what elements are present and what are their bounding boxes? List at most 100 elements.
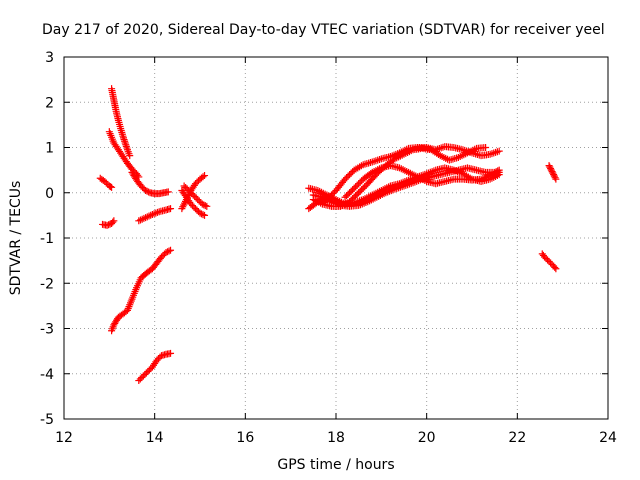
data-point	[352, 192, 360, 200]
data-point	[182, 183, 190, 191]
data-point	[145, 212, 153, 220]
data-point	[164, 248, 172, 256]
series-arc-2-short	[96, 174, 116, 191]
data-point	[350, 184, 358, 192]
data-point	[135, 377, 143, 385]
data-point	[347, 169, 355, 177]
data-point	[193, 178, 201, 186]
x-tick-label: 16	[236, 430, 254, 446]
data-point	[355, 189, 363, 197]
data-point	[353, 181, 361, 189]
data-point	[201, 202, 209, 210]
data-point	[187, 200, 195, 208]
x-tick-label: 12	[55, 430, 73, 446]
data-point	[199, 211, 207, 219]
data-point	[482, 144, 490, 151]
grid	[64, 57, 608, 419]
y-tick-label: 2	[45, 95, 54, 111]
data-point	[137, 216, 144, 224]
data-point	[150, 210, 158, 218]
data-point	[356, 187, 364, 195]
data-point	[547, 166, 555, 174]
data-point	[198, 200, 206, 208]
data-point	[200, 201, 208, 209]
data-point	[191, 180, 199, 188]
data-point	[344, 172, 352, 180]
x-tick-label: 14	[146, 430, 164, 446]
data-point	[147, 211, 155, 219]
data-point	[103, 221, 111, 229]
data-point	[194, 196, 202, 204]
data-point	[542, 255, 550, 263]
data-point	[101, 177, 109, 185]
data-point	[193, 206, 201, 214]
data-point	[165, 247, 173, 255]
data-point	[547, 165, 555, 173]
data-point	[139, 372, 147, 380]
data-point	[148, 210, 156, 218]
data-point	[190, 203, 198, 211]
data-point	[167, 205, 175, 213]
data-point	[343, 192, 351, 200]
data-point	[545, 162, 553, 170]
data-point	[102, 179, 110, 187]
data-point	[356, 178, 364, 186]
data-point	[106, 183, 114, 191]
data-point	[153, 356, 161, 364]
data-point	[359, 184, 367, 192]
data-point	[136, 375, 144, 383]
data-point	[140, 214, 148, 222]
data-point	[142, 186, 150, 194]
data-point	[547, 259, 555, 267]
data-point	[167, 246, 175, 254]
data-point	[201, 172, 209, 180]
data-point	[144, 367, 152, 375]
series-arc-15	[341, 162, 503, 201]
series-arc-9	[178, 172, 209, 213]
data-point	[185, 186, 193, 194]
data-point	[138, 215, 146, 223]
data-point	[159, 251, 167, 259]
data-point	[145, 188, 153, 196]
x-tick-label: 18	[327, 430, 345, 446]
series-arc-1-upper	[108, 85, 134, 160]
data-point	[167, 349, 175, 357]
series-arc-16	[545, 162, 560, 183]
series-arc-6-long	[108, 246, 175, 335]
series-arc-1-lower	[105, 128, 143, 181]
data-point	[137, 182, 145, 190]
data-point	[341, 193, 349, 201]
series-arc-12	[309, 144, 490, 210]
data-point	[341, 175, 349, 183]
data-point	[195, 197, 203, 205]
data-point	[141, 371, 149, 379]
series-arc-10	[180, 182, 211, 210]
data-point	[138, 374, 146, 382]
y-tick-label: -1	[40, 231, 54, 247]
data-point	[143, 187, 151, 195]
data-point	[551, 174, 559, 182]
data-point	[541, 253, 549, 261]
data-point	[199, 173, 207, 181]
data-point	[183, 185, 191, 193]
data-point	[142, 369, 150, 377]
y-tick-label: 0	[45, 186, 54, 202]
chart-title: Day 217 of 2020, Sidereal Day-to-day VTE…	[42, 22, 605, 38]
data-point	[139, 183, 147, 191]
series-arc-5	[135, 205, 175, 225]
data-point	[108, 183, 116, 191]
data-point	[347, 187, 355, 195]
data-point	[353, 190, 361, 198]
data-point	[544, 256, 552, 264]
series-arc-14	[309, 164, 503, 210]
y-axis-label: SDTVAR / TECUs	[8, 181, 24, 296]
axis-ticks	[63, 56, 609, 420]
data-point	[110, 217, 118, 225]
data-point	[495, 168, 503, 176]
y-tick-label: -2	[40, 276, 54, 292]
series-arc-4	[128, 168, 172, 198]
data-point	[180, 182, 188, 190]
data-points	[96, 85, 560, 385]
data-point	[126, 152, 134, 160]
